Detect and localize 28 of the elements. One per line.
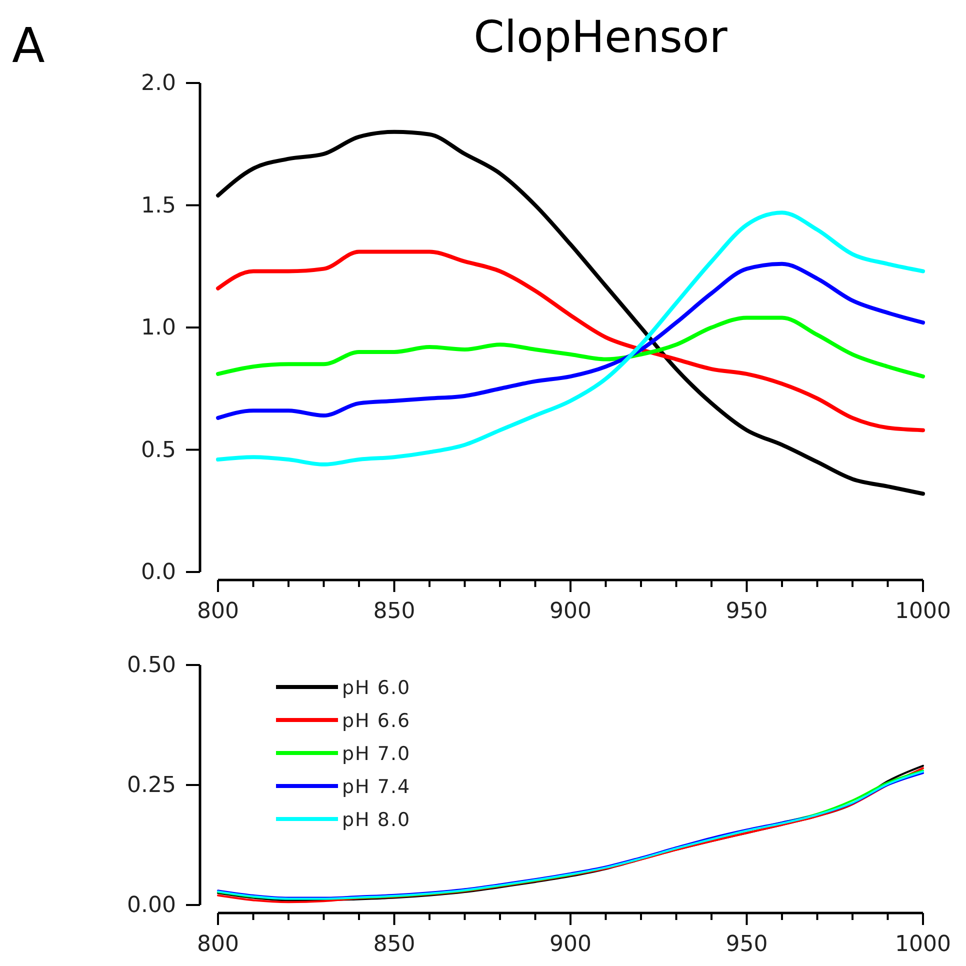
y-tick-label: 0.25 bbox=[127, 773, 176, 798]
x-tick-label: 950 bbox=[726, 599, 768, 624]
x-tick-label: 850 bbox=[373, 932, 416, 957]
y-tick-label: 0.0 bbox=[141, 560, 176, 586]
legend-label: pH 7.0 bbox=[342, 743, 411, 765]
legend-label: pH 8.0 bbox=[342, 809, 411, 831]
line-series bbox=[216, 130, 925, 496]
line-series bbox=[216, 210, 925, 466]
x-tick-label: 800 bbox=[197, 599, 239, 624]
legend-label: pH 6.6 bbox=[342, 710, 411, 732]
x-tick-label: 1000 bbox=[895, 599, 951, 624]
x-tick-label: 1000 bbox=[895, 932, 951, 957]
line-series bbox=[216, 316, 925, 378]
text: A bbox=[12, 18, 45, 74]
y-tick-label: 0.5 bbox=[141, 438, 176, 463]
y-tick-label: 0.50 bbox=[127, 653, 176, 678]
x-tick-label: 800 bbox=[197, 932, 239, 957]
legend-label: pH 6.0 bbox=[342, 677, 411, 699]
y-tick-label: 1.0 bbox=[141, 316, 176, 341]
y-tick-label: 2.0 bbox=[141, 71, 176, 96]
x-tick-label: 900 bbox=[550, 599, 592, 624]
x-tick-label: 850 bbox=[373, 599, 416, 624]
y-tick-label: 0.00 bbox=[127, 893, 176, 918]
chart-title: ClopHensor bbox=[474, 12, 728, 63]
x-tick-label: 950 bbox=[726, 932, 768, 957]
x-tick-label: 900 bbox=[550, 932, 592, 957]
y-tick-label: 1.5 bbox=[141, 193, 176, 218]
legend-label: pH 7.4 bbox=[342, 776, 411, 798]
